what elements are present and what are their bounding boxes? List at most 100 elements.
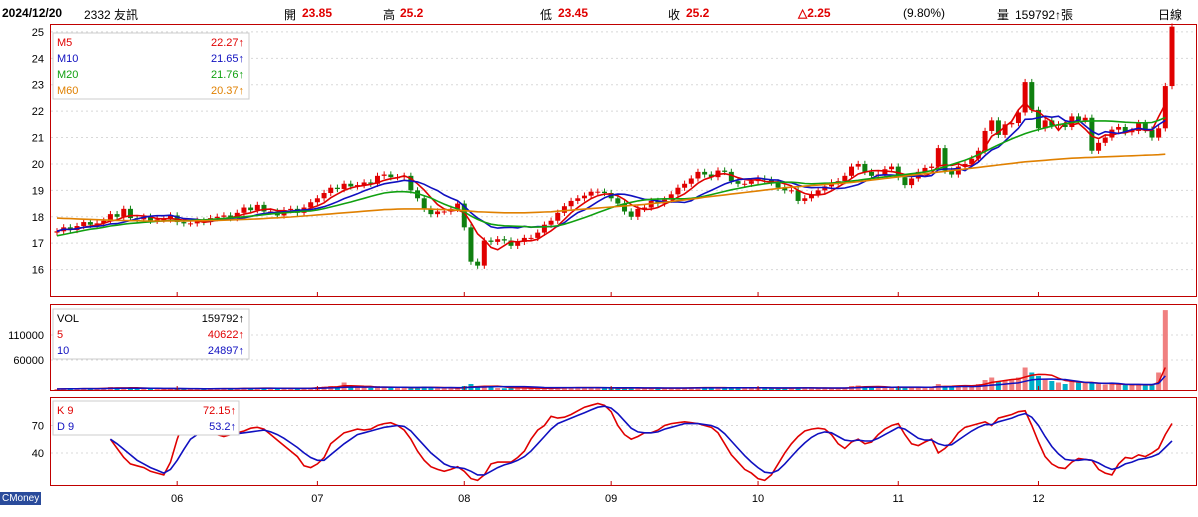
candle-body <box>1136 123 1142 131</box>
ma-line-m10 <box>56 115 1166 233</box>
volume-bar <box>588 387 594 390</box>
candle-body <box>1169 26 1175 87</box>
legend-k-name: K 9 <box>57 405 74 417</box>
volume-tick-label: 60000 <box>13 355 44 367</box>
volume-bar <box>548 388 554 390</box>
candle-body <box>1049 120 1055 126</box>
candle-body <box>675 187 681 195</box>
volume-bar <box>675 388 681 390</box>
candle-body <box>708 174 714 178</box>
volume-bar <box>668 388 674 390</box>
volume-bar <box>495 388 501 390</box>
candle-body <box>254 204 260 211</box>
month-label: 09 <box>605 493 617 505</box>
candle-body <box>889 166 895 170</box>
volume-bar <box>768 388 774 390</box>
volume-bar <box>1042 379 1048 390</box>
candle-body <box>688 178 694 184</box>
legend-vol-name: VOL <box>57 313 79 325</box>
candle-body <box>541 224 547 233</box>
candle-body <box>94 223 100 225</box>
volume-bar <box>655 388 661 390</box>
candle-body <box>702 171 708 175</box>
candle-body <box>601 191 607 194</box>
candle-body <box>441 211 447 213</box>
volume-bar <box>735 387 741 390</box>
candle-body <box>742 183 748 185</box>
volume-bar <box>395 388 401 390</box>
volume-bar <box>147 388 153 390</box>
volume-bar <box>141 388 147 390</box>
candle-body <box>581 195 587 199</box>
candle-body <box>595 191 601 193</box>
volume-bar <box>428 387 434 390</box>
volume-bar <box>134 388 140 390</box>
candle-body <box>615 198 621 204</box>
volume-tick-label: 110000 <box>8 330 44 342</box>
candle-body <box>1156 128 1162 138</box>
volume-bar <box>775 388 781 390</box>
candle-body <box>475 261 481 266</box>
candle-body <box>1015 112 1021 124</box>
candle-body <box>1035 109 1041 129</box>
volume-bar <box>1089 383 1095 390</box>
candle-body <box>849 166 855 176</box>
stock-code-name: 2332 友訊 <box>84 8 139 22</box>
candle-body <box>368 182 374 184</box>
candle-body <box>241 207 247 213</box>
volume-bar <box>782 388 788 390</box>
volume-bar <box>1149 385 1155 390</box>
month-label: 07 <box>311 493 323 505</box>
volume-bar <box>408 387 414 390</box>
volume-bar <box>288 388 294 390</box>
kd-tick-label: 40 <box>32 448 44 460</box>
volume-bar <box>989 377 995 390</box>
volume-bar <box>815 388 821 390</box>
volume-bar <box>788 388 794 390</box>
volume-bar <box>1002 380 1008 390</box>
volume-value: 159792↑張 <box>1015 8 1074 22</box>
candle-body <box>568 200 574 207</box>
volume-bar <box>515 388 521 390</box>
volume-bar <box>728 388 734 390</box>
quote-date: 2024/12/20 <box>2 6 63 20</box>
candle-body <box>949 170 955 175</box>
candle-body <box>248 207 254 211</box>
volume-bar <box>1029 372 1035 390</box>
candle-body <box>54 231 60 233</box>
y-axis-ticks: 16 17 18 19 20 21 22 23 24 25 60000 110000 40 70 <box>8 27 44 460</box>
candle-body <box>722 170 728 172</box>
legend-d-value: 53.2↑ <box>209 421 236 433</box>
volume-bar <box>742 387 748 390</box>
legend-m60-name: M60 <box>57 85 78 97</box>
volume-bar <box>94 388 100 390</box>
legend-vol5-name: 5 <box>57 329 63 341</box>
legend-vol5-value: 40622↑ <box>208 329 244 341</box>
volume-bar <box>528 388 534 390</box>
volume-bar <box>635 388 641 390</box>
candle-body <box>515 241 521 246</box>
candle-body <box>261 204 267 212</box>
candle-body <box>768 179 774 183</box>
month-label: 11 <box>893 493 904 505</box>
candle-body <box>909 178 915 186</box>
candle-body <box>455 203 461 209</box>
price-tick-label: 17 <box>32 238 44 250</box>
candle-body <box>388 174 394 178</box>
period-tab-daily[interactable]: 日線 <box>1158 8 1183 22</box>
volume-bar <box>802 388 808 390</box>
volume-bar <box>1015 377 1021 390</box>
volume-bar <box>388 387 394 390</box>
volume-bar <box>875 387 881 390</box>
volume-panel-frame <box>50 304 1197 391</box>
volume-bar <box>1122 385 1128 390</box>
candle-body <box>668 194 674 200</box>
candle-body <box>588 191 594 196</box>
candle-body <box>782 187 788 191</box>
candle-body <box>374 175 380 184</box>
volume-bar <box>889 387 895 390</box>
candle-body <box>321 193 327 199</box>
candle-body <box>435 211 441 215</box>
ma-line-m5 <box>56 101 1167 251</box>
volume-bar <box>828 388 834 390</box>
